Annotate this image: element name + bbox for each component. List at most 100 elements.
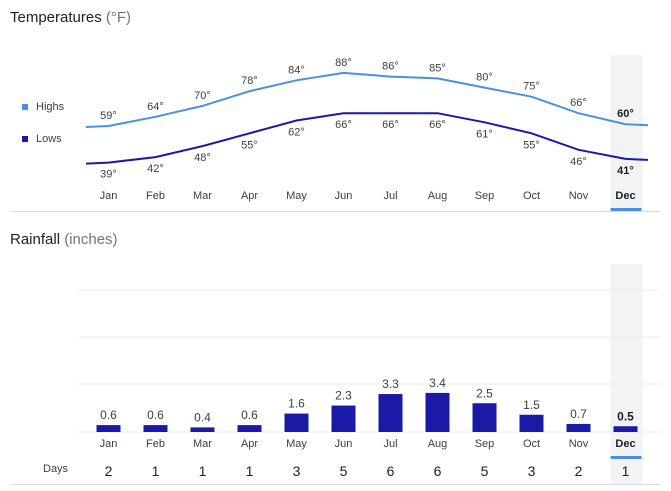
rain-month-apr: Apr — [241, 438, 258, 450]
low-label-sep: 61° — [476, 128, 493, 140]
rain-bar-feb[interactable] — [143, 425, 168, 432]
rainfall-title-text: Rainfall — [10, 231, 61, 248]
rain-value-oct: 1.5 — [523, 398, 540, 412]
rain-month-jul: Jul — [383, 438, 397, 450]
low-label-mar: 48° — [194, 152, 211, 164]
days-value-may: 3 — [293, 463, 301, 479]
rain-value-jan: 0.6 — [100, 408, 117, 422]
rain-bar-may[interactable] — [284, 413, 309, 432]
rain-value-jun: 2.3 — [335, 389, 352, 403]
days-value-apr: 1 — [246, 463, 254, 479]
high-label-feb: 64° — [147, 101, 164, 113]
selected-indicator-temp — [610, 208, 642, 211]
rain-bar-apr[interactable] — [237, 425, 262, 432]
rain-month-jun: Jun — [335, 438, 353, 450]
legend-highs-label: Highs — [36, 101, 65, 113]
low-label-jul: 66° — [382, 119, 399, 131]
rain-month-aug: Aug — [428, 438, 448, 450]
temp-month-oct: Oct — [523, 190, 540, 202]
low-label-may: 62° — [288, 127, 305, 139]
rain-bar-dec[interactable] — [613, 426, 638, 432]
days-value-jan: 2 — [105, 463, 113, 479]
rain-value-dec: 0.5 — [617, 409, 634, 423]
legend-lows-label: Lows — [36, 133, 62, 145]
rain-bar-mar[interactable] — [190, 427, 215, 432]
temp-month-sep: Sep — [475, 190, 495, 202]
temperatures-unit: (°F) — [105, 9, 132, 26]
low-label-nov: 46° — [570, 156, 587, 168]
temp-month-feb: Feb — [146, 190, 165, 202]
temp-month-nov: Nov — [569, 190, 589, 202]
legend-lows-swatch — [22, 136, 28, 142]
days-value-dec: 1 — [622, 463, 630, 479]
low-label-jun: 66° — [335, 119, 352, 131]
legend-highs-swatch — [22, 104, 28, 110]
high-label-aug: 85° — [429, 62, 446, 74]
temperatures-title: Temperatures (°F) — [10, 9, 131, 26]
rain-bar-nov[interactable] — [566, 423, 591, 432]
low-label-feb: 42° — [147, 163, 164, 175]
rain-value-mar: 0.4 — [194, 410, 211, 424]
rain-month-oct: Oct — [523, 438, 540, 450]
rain-month-jan: Jan — [100, 438, 118, 450]
high-label-mar: 70° — [194, 90, 211, 102]
high-label-jan: 59° — [100, 110, 117, 122]
temp-month-jul: Jul — [383, 190, 397, 202]
high-label-may: 84° — [288, 64, 305, 76]
temperatures-title-text: Temperatures — [10, 9, 102, 26]
rain-value-sep: 2.5 — [476, 386, 493, 400]
rain-bar-jun[interactable] — [331, 405, 356, 432]
days-value-mar: 1 — [199, 463, 207, 479]
rain-month-feb: Feb — [146, 438, 165, 450]
temp-month-aug: Aug — [428, 190, 448, 202]
days-label: Days — [43, 463, 69, 475]
temp-month-jan: Jan — [100, 190, 118, 202]
lows-line — [85, 112, 649, 165]
high-label-oct: 75° — [523, 81, 540, 93]
days-value-jun: 5 — [340, 463, 348, 479]
high-label-apr: 78° — [241, 75, 258, 87]
rain-value-nov: 0.7 — [570, 407, 587, 421]
rain-value-jul: 3.3 — [382, 377, 399, 391]
rain-bar-oct[interactable] — [519, 414, 544, 432]
rain-bar-sep[interactable] — [472, 403, 497, 432]
temp-month-jun: Jun — [335, 190, 353, 202]
high-label-sep: 80° — [476, 72, 493, 84]
rain-bar-jul[interactable] — [378, 394, 403, 432]
days-value-nov: 2 — [575, 463, 583, 479]
rain-month-dec: Dec — [615, 438, 635, 450]
rain-month-sep: Sep — [475, 438, 495, 450]
temp-month-dec: Dec — [615, 190, 635, 202]
rain-value-aug: 3.4 — [429, 376, 446, 390]
rain-bar-jan[interactable] — [96, 425, 121, 432]
temp-month-apr: Apr — [241, 190, 258, 202]
days-value-aug: 6 — [434, 463, 442, 479]
legend-lows[interactable]: Lows — [22, 133, 62, 145]
high-label-jul: 86° — [382, 61, 399, 73]
temp-month-may: May — [286, 190, 307, 202]
highs-line — [85, 71, 649, 128]
rainfall-title: Rainfall (inches) — [10, 231, 118, 248]
days-value-oct: 3 — [528, 463, 536, 479]
low-label-oct: 55° — [523, 139, 540, 151]
low-label-dec: 41° — [617, 165, 634, 177]
high-label-jun: 88° — [335, 57, 352, 69]
days-value-sep: 5 — [481, 463, 489, 479]
rain-value-feb: 0.6 — [147, 408, 164, 422]
selected-indicator-rain — [610, 456, 642, 459]
days-value-jul: 6 — [387, 463, 395, 479]
high-label-dec: 60° — [617, 108, 634, 120]
high-label-nov: 66° — [570, 97, 587, 109]
bottom-divider — [10, 484, 660, 485]
rain-month-nov: Nov — [569, 438, 589, 450]
temp-month-mar: Mar — [193, 190, 212, 202]
rain-bar-aug[interactable] — [425, 392, 450, 432]
low-label-aug: 66° — [429, 119, 446, 131]
selected-column-temp[interactable] — [610, 55, 643, 211]
rain-value-apr: 0.6 — [241, 408, 258, 422]
rain-value-may: 1.6 — [288, 397, 305, 411]
selected-column-rain[interactable] — [610, 264, 643, 484]
legend-highs[interactable]: Highs — [22, 101, 64, 113]
low-label-apr: 55° — [241, 139, 258, 151]
